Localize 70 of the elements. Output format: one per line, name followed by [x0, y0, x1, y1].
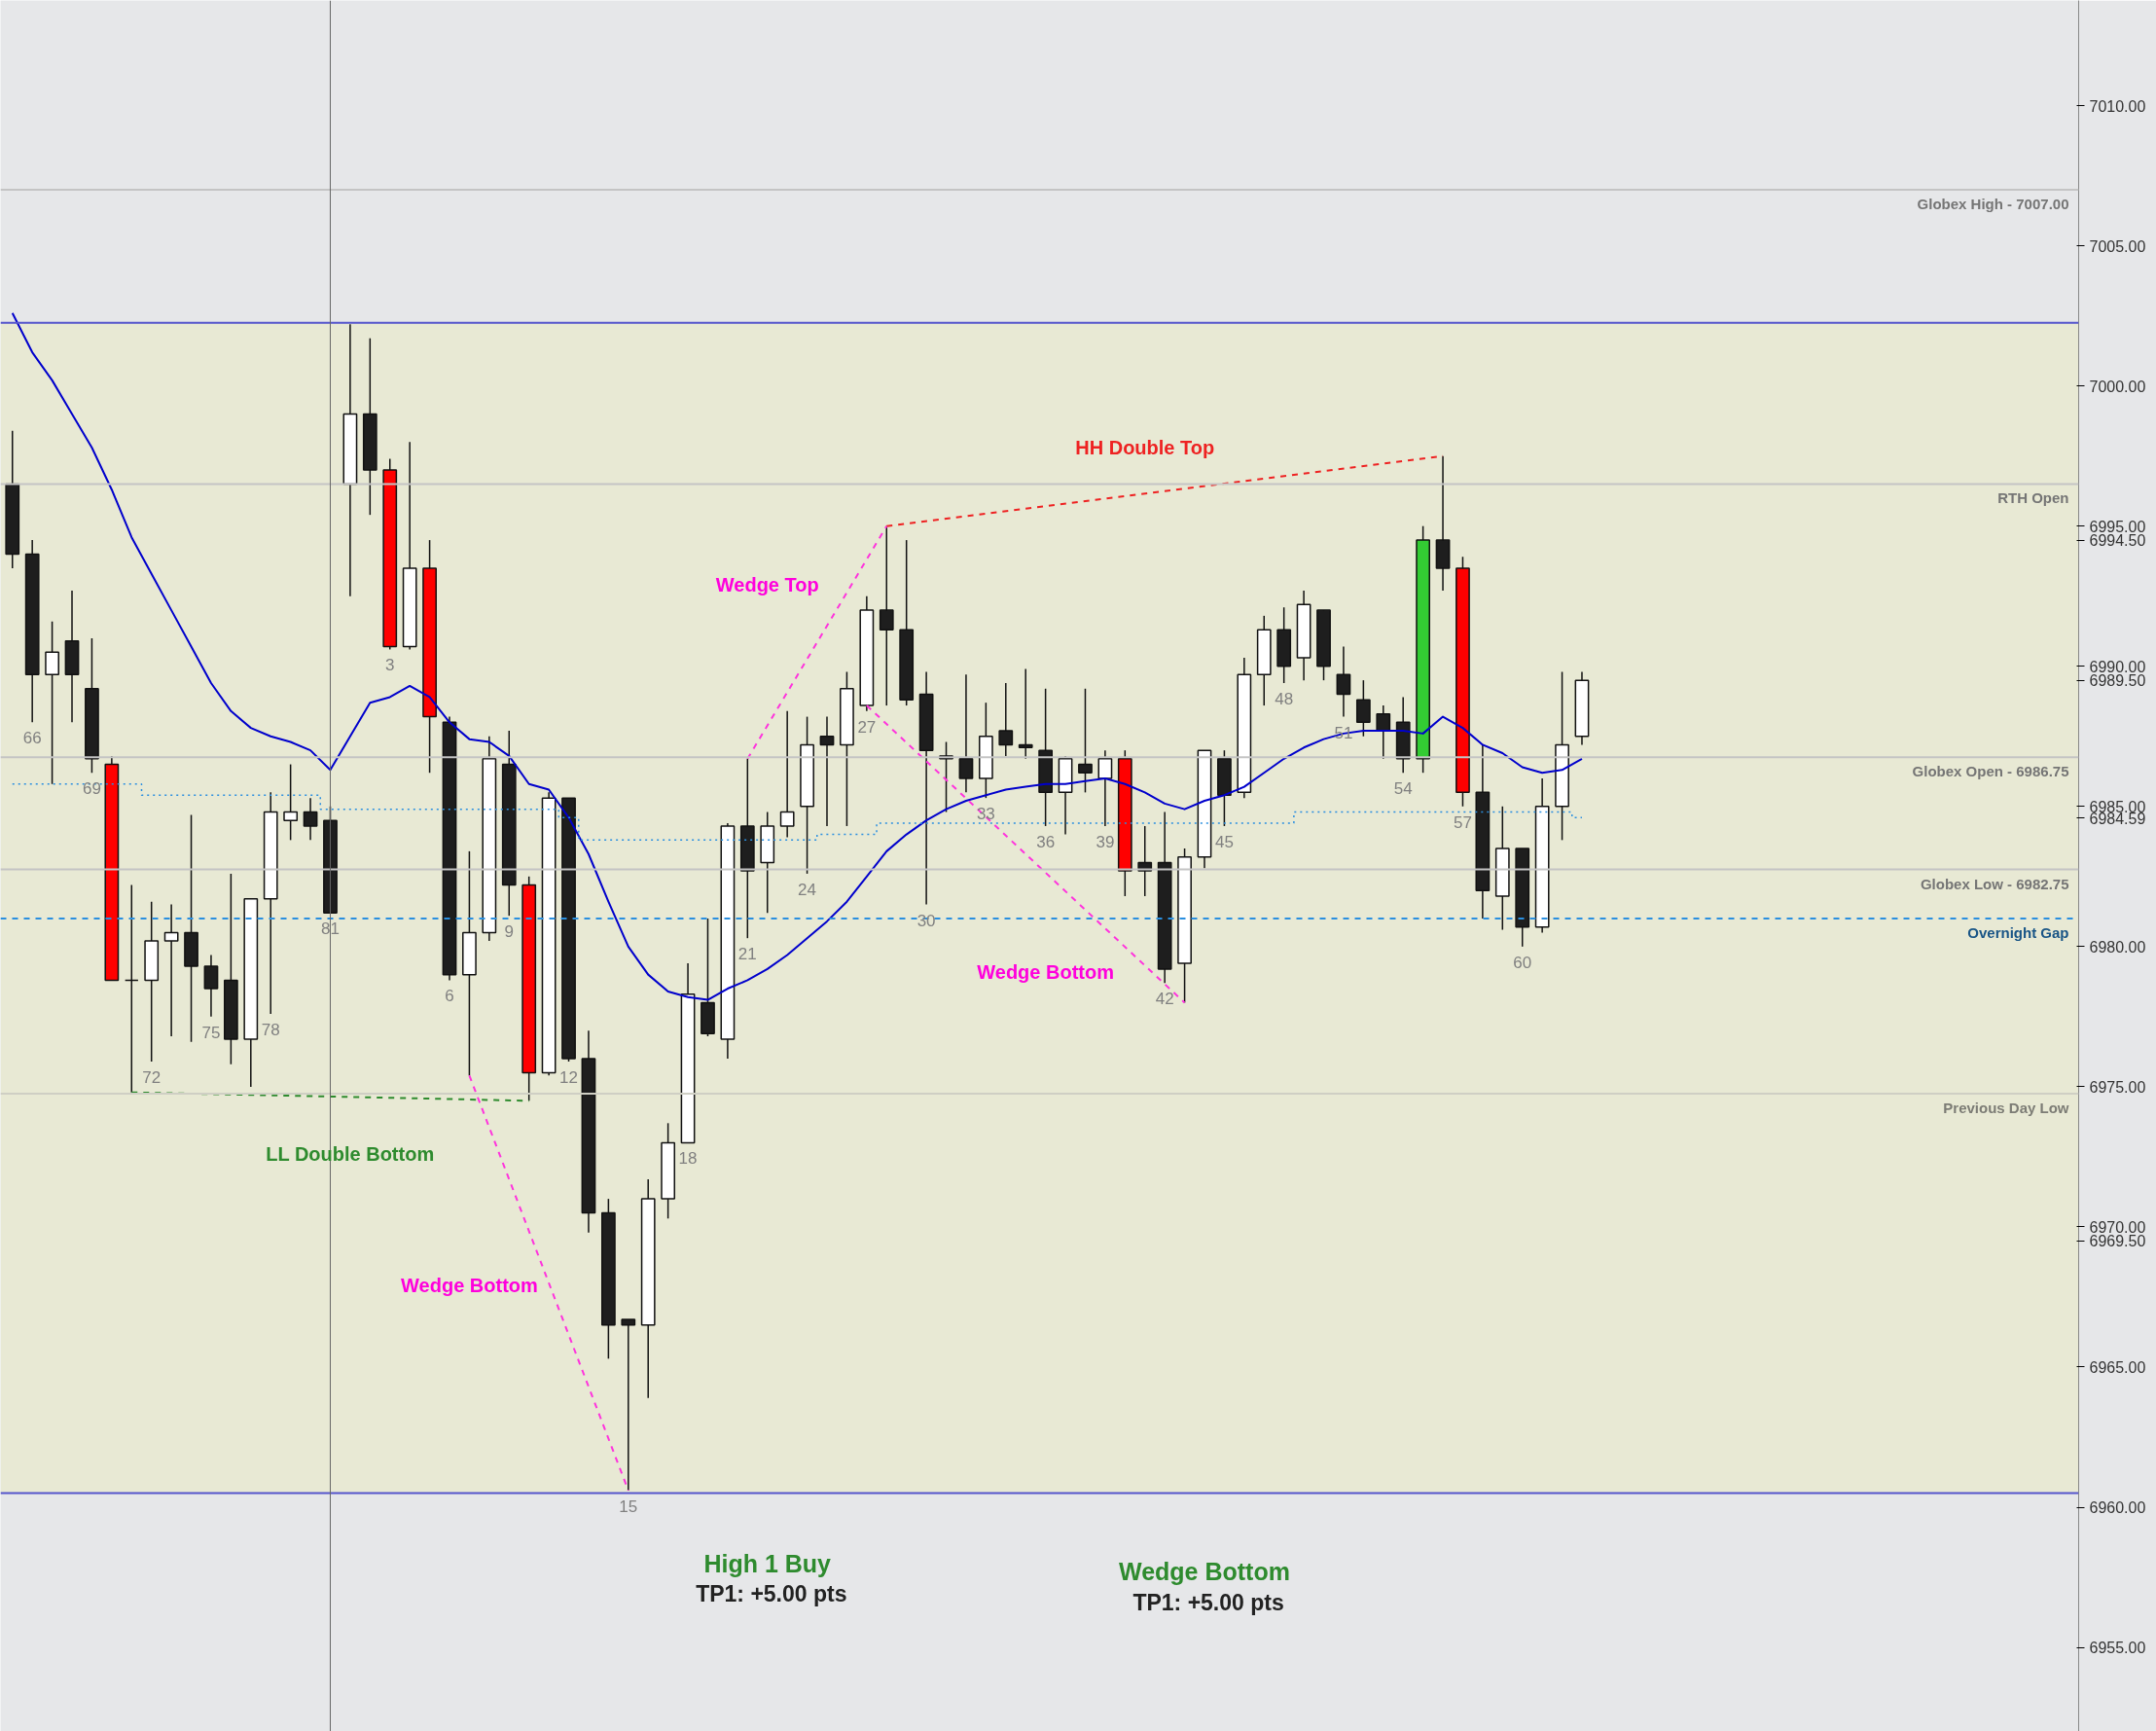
x-tick-label: 24 [798, 880, 817, 899]
candlestick [779, 710, 795, 839]
candlestick [1018, 667, 1033, 760]
x-tick-label: 21 [737, 945, 757, 964]
annotation: Wedge Bottom [401, 1275, 538, 1297]
y-tick-label: 6955.00 [2089, 1640, 2146, 1657]
x-tick-label: 42 [1155, 990, 1174, 1009]
candlestick [303, 797, 318, 842]
ref-line-label: Globex Open - 6986.75 [1912, 763, 2069, 780]
y-tick-label: 6980.00 [2089, 938, 2146, 956]
candlestick [203, 954, 219, 1018]
x-tick-label: 12 [559, 1067, 578, 1087]
x-tick-label: 15 [619, 1497, 638, 1516]
x-tick-label: 30 [916, 911, 936, 930]
candlestick [998, 682, 1014, 757]
y-tick-label: 6965.00 [2089, 1358, 2146, 1376]
annotation: Wedge Bottom [977, 960, 1114, 983]
x-tick-label: 60 [1513, 953, 1532, 972]
candlestick [621, 1318, 636, 1492]
annotation: High 1 Buy [703, 1549, 832, 1577]
x-tick-label: 18 [678, 1149, 698, 1169]
candlestick [1376, 704, 1391, 760]
candlestick [1336, 645, 1351, 718]
y-tick-label: 7010.00 [2089, 97, 2146, 115]
x-tick-label: 75 [201, 1023, 221, 1042]
x-tick-label: 33 [976, 805, 995, 824]
ref-line-label: Previous Day Low [1943, 1100, 2069, 1117]
candlestick [819, 715, 835, 827]
ref-line-label: Globex Low - 6982.75 [1920, 875, 2069, 892]
annotation: Wedge Bottom [1119, 1558, 1290, 1586]
candlestick [958, 673, 974, 794]
candlestick [283, 763, 299, 842]
candlestick [163, 903, 179, 1037]
y-tick-label: 7005.00 [2089, 237, 2146, 255]
x-tick-label: 36 [1036, 832, 1056, 851]
ref-line-label: Overnight Gap [1967, 924, 2069, 942]
annotation: HH Double Top [1075, 437, 1215, 459]
ref-line-label: RTH Open [1997, 489, 2069, 507]
y-tick-label: 6994.50 [2089, 532, 2146, 550]
y-tick-label: 7000.00 [2089, 378, 2146, 395]
annotation: TP1: +5.00 pts [696, 1581, 847, 1607]
annotation: TP1: +5.00 pts [1132, 1589, 1284, 1615]
x-tick-label: 66 [22, 729, 42, 748]
x-tick-label: 9 [504, 922, 515, 942]
candlestick [879, 524, 894, 706]
candlestick [45, 620, 59, 785]
y-tick-label: 6969.50 [2089, 1233, 2146, 1250]
y-tick-label: 6960.00 [2089, 1499, 2146, 1517]
x-tick-label: 48 [1275, 690, 1294, 709]
x-tick-label: 39 [1096, 832, 1115, 851]
x-tick-label: 27 [857, 717, 877, 737]
candlestick [1355, 679, 1371, 738]
candlestick [124, 884, 139, 1094]
x-tick-label: 45 [1214, 832, 1234, 851]
y-tick-label: 6975.00 [2089, 1078, 2146, 1096]
x-tick-label: 54 [1393, 779, 1413, 799]
x-tick-label: 72 [142, 1067, 162, 1087]
x-tick-label: 69 [82, 779, 101, 799]
y-tick-label: 6970.00 [2089, 1218, 2146, 1236]
y-tick-label: 6989.50 [2089, 672, 2146, 690]
x-tick-label: 6 [445, 987, 454, 1006]
candlestick [1078, 688, 1093, 794]
x-tick-label: 78 [261, 1020, 280, 1039]
x-tick-label: 57 [1454, 812, 1472, 832]
x-tick-label: 3 [385, 656, 395, 675]
ref-line-label: Globex High - 7007.00 [1917, 195, 2069, 212]
y-tick-label: 6995.00 [2089, 518, 2146, 535]
annotation: Wedge Top [715, 574, 819, 596]
y-tick-label: 6990.00 [2089, 658, 2146, 675]
candlestick [1097, 749, 1113, 827]
